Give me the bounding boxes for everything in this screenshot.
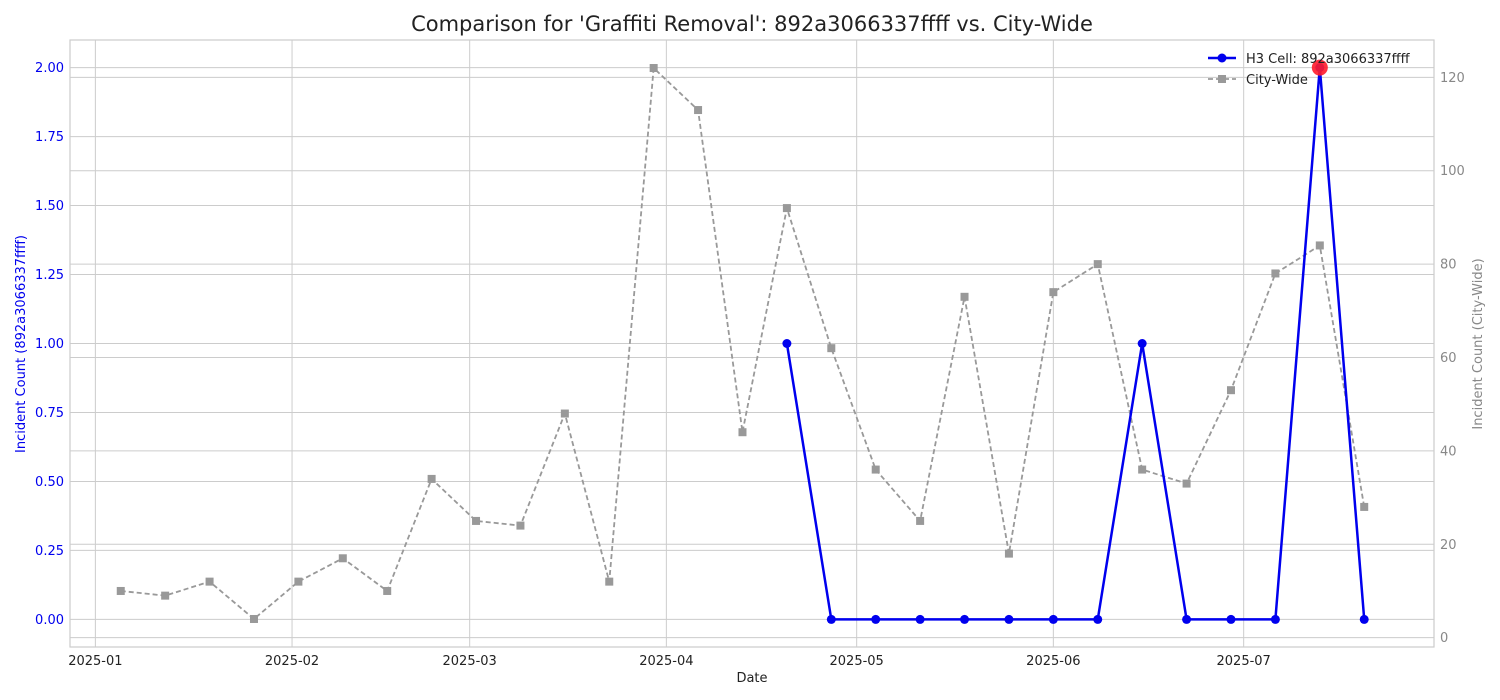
highlight-group [1311, 59, 1328, 76]
y-right-tick-label: 20 [1440, 538, 1457, 553]
plot-frame [69, 39, 1435, 648]
y-right-tick-label: 80 [1440, 258, 1457, 273]
legend-h3-label: H3 Cell: 892a3066337ffff [1246, 52, 1411, 67]
city-wide-point [294, 577, 303, 586]
city-wide-point [1360, 502, 1369, 511]
x-axis-label: Date [736, 671, 767, 686]
city-wide-point [1271, 269, 1280, 278]
y-left-tick-label: 1.00 [35, 337, 64, 352]
city-wide-point [782, 204, 791, 213]
h3-cell-point [782, 339, 792, 348]
y-left-axis-label: Incident Count (892a3066337ffff) [14, 235, 29, 453]
y-left-tick-label: 0.75 [35, 406, 64, 421]
city-wide-point [472, 516, 481, 525]
y-left-tick-label: 1.50 [35, 199, 64, 214]
x-tick-label: 2025-01 [68, 654, 122, 669]
y-right-tick-label: 100 [1440, 164, 1465, 179]
city-wide-point [738, 428, 747, 437]
city-wide-point [916, 516, 925, 525]
legend-h3-marker [1217, 53, 1227, 63]
city-wide-point [1004, 549, 1013, 558]
city-wide-point [960, 292, 969, 301]
h3-cell-point [1182, 614, 1192, 624]
h3-cell-point [1004, 614, 1014, 624]
city-wide-point [427, 474, 436, 483]
y-left-tick-label: 0.25 [35, 544, 64, 559]
y-right-axis-ticks: 0 20 40 60 80 100 120 [1440, 71, 1465, 646]
x-tick-label: 2025-02 [265, 654, 319, 669]
city-wide-point [1138, 465, 1147, 474]
city-wide-point [383, 586, 392, 595]
y-left-tick-label: 2.00 [35, 61, 64, 76]
y-right-tick-label: 60 [1440, 351, 1457, 366]
city-wide-point [116, 586, 125, 595]
city-wide-point [161, 591, 170, 600]
city-wide-point [871, 465, 880, 474]
y-left-tick-label: 1.75 [35, 130, 64, 145]
grid [70, 40, 1434, 647]
h3-cell-point [871, 614, 881, 624]
h3-cell-point [1093, 614, 1103, 624]
x-tick-label: 2025-05 [830, 654, 884, 669]
series-h3-cell [782, 63, 1369, 624]
city-wide-point [1226, 386, 1235, 395]
city-wide-point [1182, 479, 1191, 488]
city-wide-point [560, 409, 569, 418]
h3-cell-point [826, 614, 836, 624]
h3-cell-point [1226, 614, 1236, 624]
x-tick-label: 2025-04 [639, 654, 693, 669]
city-wide-point [516, 521, 525, 530]
legend: H3 Cell: 892a3066337ffff City-Wide [1208, 52, 1411, 88]
y-right-tick-label: 40 [1440, 444, 1457, 459]
y-left-tick-label: 1.25 [35, 268, 64, 283]
h3-cell-point [1270, 614, 1280, 624]
city-wide-point [605, 577, 614, 586]
y-left-tick-label: 0.50 [35, 475, 64, 490]
highlight-point [1311, 59, 1328, 76]
h3-cell-point [1048, 614, 1058, 624]
x-tick-label: 2025-03 [443, 654, 497, 669]
city-wide-point [1093, 260, 1102, 269]
city-wide-point [249, 614, 258, 623]
h3-cell-point [1137, 339, 1147, 348]
h3-cell-point [960, 614, 970, 624]
y-left-tick-label: 0.00 [35, 613, 64, 628]
chart-title: Comparison for 'Graffiti Removal': 892a3… [411, 12, 1093, 36]
y-right-axis-label: Incident Count (City-Wide) [1471, 258, 1486, 429]
city-wide-point [827, 344, 836, 353]
h3-cell-line [785, 67, 1366, 621]
y-right-tick-label: 120 [1440, 71, 1465, 86]
x-tick-label: 2025-06 [1026, 654, 1080, 669]
h3-cell-point [1359, 614, 1369, 624]
city-wide-point [649, 64, 658, 73]
city-wide-point [1315, 241, 1324, 250]
x-axis-ticks: 2025-01 2025-02 2025-03 2025-04 2025-05 2025-… [68, 654, 1271, 669]
city-wide-point [338, 554, 347, 563]
x-tick-label: 2025-07 [1217, 654, 1271, 669]
series-city-wide [116, 64, 1369, 623]
h3-cell-point [915, 614, 925, 624]
city-wide-point [694, 106, 703, 115]
y-right-tick-label: 0 [1440, 631, 1448, 646]
city-wide-point [1049, 288, 1058, 297]
legend-city-marker [1218, 75, 1226, 83]
legend-city-label: City-Wide [1246, 73, 1308, 88]
y-left-axis-ticks: 0.00 0.25 0.50 0.75 1.00 1.25 1.50 1.75 2.00 [35, 61, 64, 628]
city-wide-point [205, 577, 214, 586]
city-wide-line [120, 66, 1366, 621]
